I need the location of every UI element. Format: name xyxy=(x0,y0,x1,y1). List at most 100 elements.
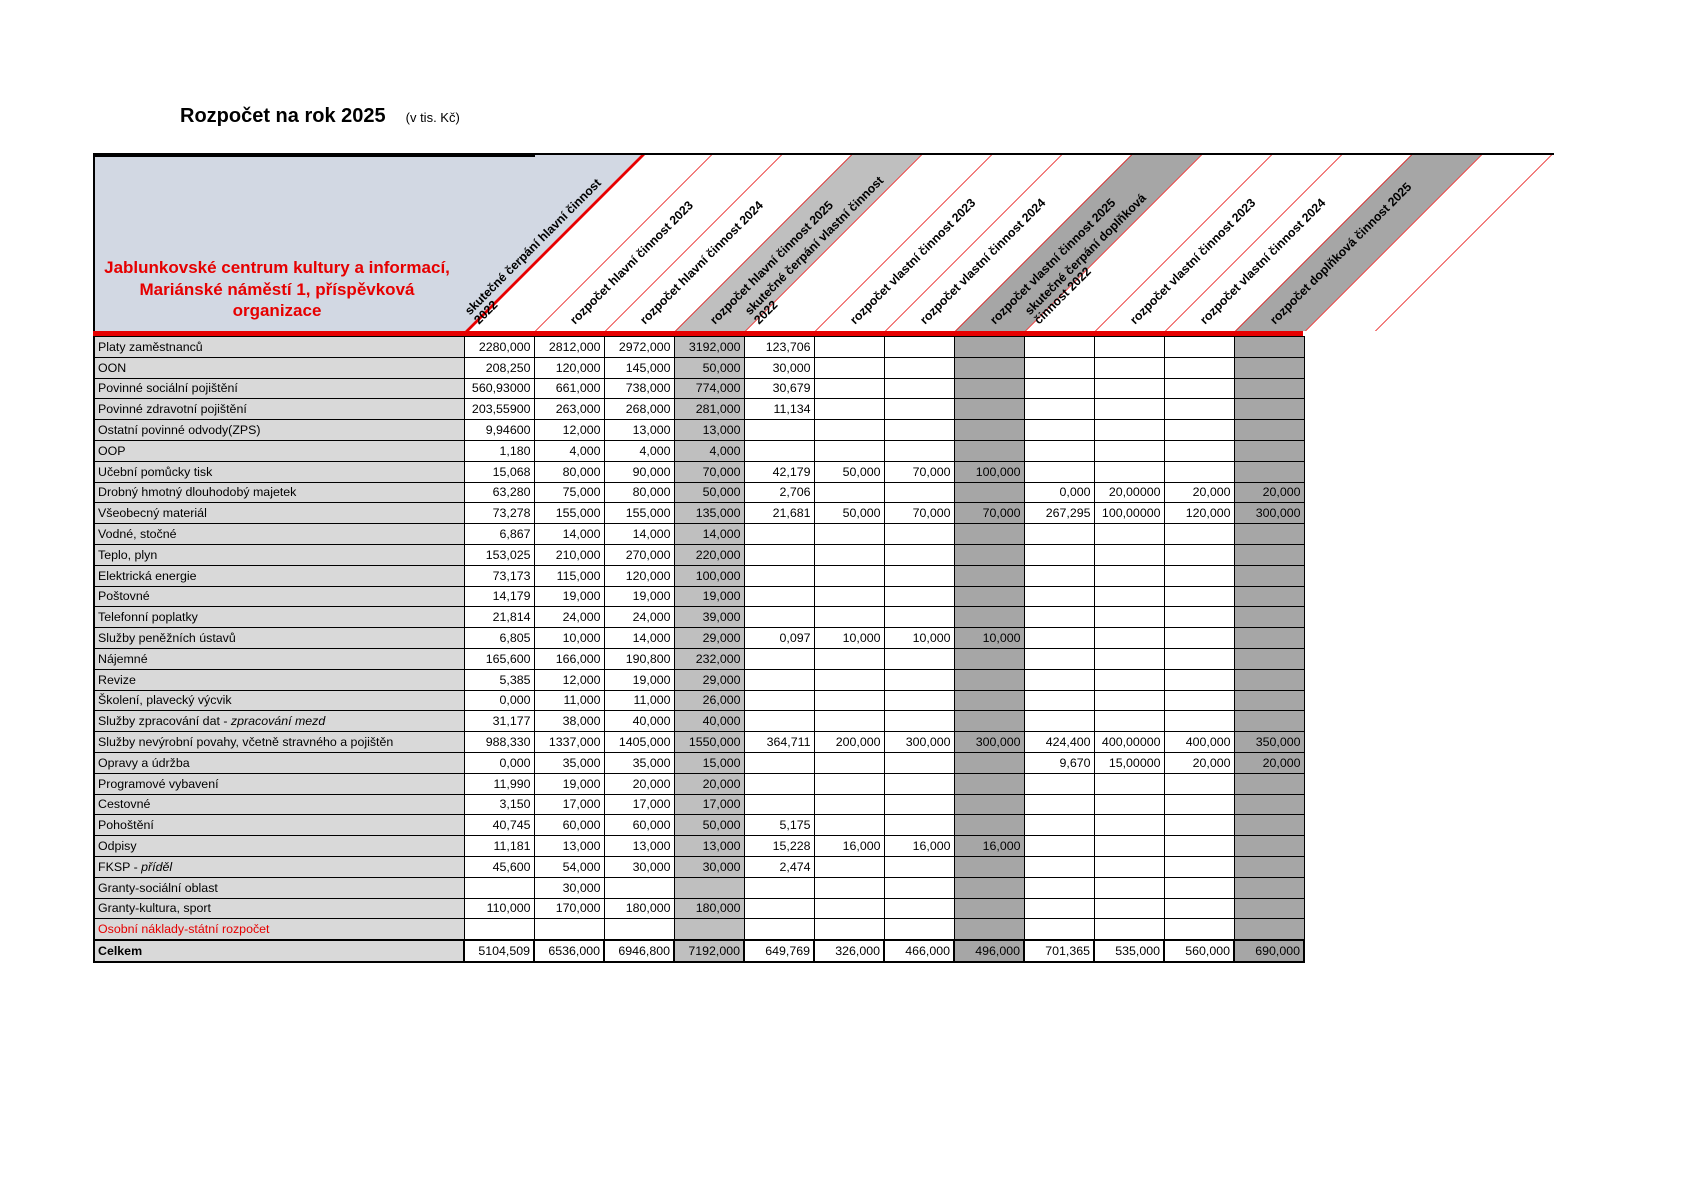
cell: 15,000 xyxy=(673,751,745,774)
cell: 80,000 xyxy=(533,460,605,483)
row-label: Granty-sociální oblast xyxy=(93,876,465,899)
cell: 30,679 xyxy=(743,377,815,400)
cell: 649,769 xyxy=(743,938,815,963)
cell: 11,000 xyxy=(603,689,675,712)
cell: 6,805 xyxy=(463,627,535,649)
cell xyxy=(883,897,955,920)
row-label: FKSP - příděl xyxy=(93,855,465,878)
cell xyxy=(883,751,955,774)
cell: 42,179 xyxy=(743,460,815,483)
table-row: Poštovné 14,179 19,000 19,000 19,000 xyxy=(93,585,1305,608)
cell: 300,000 xyxy=(953,731,1025,753)
cell xyxy=(1233,855,1305,878)
cell xyxy=(743,876,815,899)
cell xyxy=(813,377,885,400)
table-row: Teplo, plyn 153,025 210,000 270,000 220,000 xyxy=(93,543,1305,566)
cell: 496,000 xyxy=(953,938,1025,963)
cell: 10,000 xyxy=(813,627,885,649)
cell xyxy=(1233,793,1305,816)
cell: 690,000 xyxy=(1233,938,1305,963)
cell: 2,474 xyxy=(743,855,815,878)
cell xyxy=(1023,835,1095,857)
cell: 4,000 xyxy=(673,439,745,462)
row-label: Odpisy xyxy=(93,835,465,857)
cell: 16,000 xyxy=(953,835,1025,857)
cell xyxy=(743,606,815,629)
cell xyxy=(1233,897,1305,920)
cell: 30,000 xyxy=(533,876,605,899)
cell: 14,179 xyxy=(463,585,535,608)
cell: 1,180 xyxy=(463,439,535,462)
cell: 466,000 xyxy=(883,938,955,963)
cell xyxy=(1023,460,1095,483)
cell xyxy=(953,481,1025,504)
cell xyxy=(1023,585,1095,608)
cell xyxy=(813,543,885,566)
cell: 21,681 xyxy=(743,502,815,525)
cell: 535,000 xyxy=(1093,938,1165,963)
rows-container: Platy zaměstnanců 2280,000 2812,000 2972,00… xyxy=(93,336,1305,963)
cell xyxy=(1163,439,1235,462)
row-label: Revize xyxy=(93,668,465,691)
cell: 2972,000 xyxy=(603,336,675,358)
cell: 19,000 xyxy=(673,585,745,608)
cell: 14,000 xyxy=(603,523,675,545)
cell xyxy=(1093,460,1165,483)
cell: 14,000 xyxy=(533,523,605,545)
cell xyxy=(1233,585,1305,608)
cell: 115,000 xyxy=(533,564,605,587)
cell xyxy=(1163,793,1235,816)
cell xyxy=(953,668,1025,691)
cell: 208,250 xyxy=(463,356,535,379)
row-label: Drobný hmotný dlouhodobý majetek xyxy=(93,481,465,504)
cell xyxy=(813,419,885,441)
row-label: Povinné zdravotní pojištění xyxy=(93,398,465,421)
cell xyxy=(1233,710,1305,733)
cell: 16,000 xyxy=(813,835,885,857)
cell xyxy=(1093,710,1165,733)
cell xyxy=(1023,876,1095,899)
cell: 263,000 xyxy=(533,398,605,421)
cell: 267,295 xyxy=(1023,502,1095,525)
cell: 268,000 xyxy=(603,398,675,421)
row-label: Nájemné xyxy=(93,647,465,670)
cell xyxy=(883,523,955,545)
cell: 20,00000 xyxy=(1093,481,1165,504)
cell xyxy=(1023,668,1095,691)
cell: 2812,000 xyxy=(533,336,605,358)
cell xyxy=(1163,564,1235,587)
cell: 13,000 xyxy=(673,419,745,441)
cell: 200,000 xyxy=(813,731,885,753)
row-label: Služby nevýrobní povahy, včetně stravnéh… xyxy=(93,731,465,753)
cell: 24,000 xyxy=(603,606,675,629)
cell xyxy=(1023,814,1095,837)
cell xyxy=(813,876,885,899)
cell xyxy=(883,814,955,837)
cell: 100,000 xyxy=(953,460,1025,483)
table-row: FKSP - příděl 45,600 54,000 30,000 30,000 2,4… xyxy=(93,855,1305,878)
budget-table: Jablunkovské centrum kultury a informací… xyxy=(93,153,1554,963)
cell: 29,000 xyxy=(673,668,745,691)
cell: 70,000 xyxy=(883,460,955,483)
row-label: Pohoštění xyxy=(93,814,465,837)
row-label: Programové vybavení xyxy=(93,772,465,795)
cell: 100,00000 xyxy=(1093,502,1165,525)
cell xyxy=(813,585,885,608)
cell xyxy=(883,772,955,795)
row-label: Cestovné xyxy=(93,793,465,816)
cell xyxy=(813,855,885,878)
total-row: Celkem 5104,509 6536,000 6946,800 7192,000 64… xyxy=(93,938,1305,963)
cell: 14,000 xyxy=(673,523,745,545)
cell: 20,000 xyxy=(1163,751,1235,774)
cell xyxy=(1163,710,1235,733)
cell: 30,000 xyxy=(673,855,745,878)
cell: 2,706 xyxy=(743,481,815,504)
cell xyxy=(1163,897,1235,920)
cell xyxy=(1093,606,1165,629)
cell: 180,000 xyxy=(673,897,745,920)
row-label: Teplo, plyn xyxy=(93,543,465,566)
cell: 70,000 xyxy=(883,502,955,525)
cell: 281,000 xyxy=(673,398,745,421)
cell xyxy=(1023,627,1095,649)
row-label: Školení, plavecký výcvik xyxy=(93,689,465,712)
